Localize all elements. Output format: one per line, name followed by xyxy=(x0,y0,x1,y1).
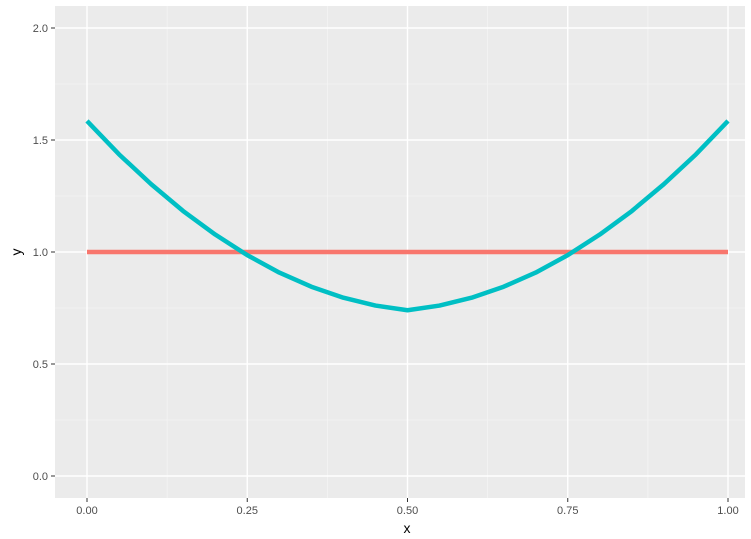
x-tick-label: 0.75 xyxy=(557,505,578,517)
y-axis: 0.0 0.5 1.0 1.5 2.0 xyxy=(33,23,55,483)
y-tick-label: 1.0 xyxy=(33,247,48,259)
series-layer xyxy=(85,119,730,313)
x-tick-label: 1.00 xyxy=(717,505,738,517)
x-axis: 0.00 0.25 0.50 0.75 1.00 xyxy=(76,498,739,517)
x-tick-label: 0.00 xyxy=(76,505,97,517)
x-axis-title: x xyxy=(404,520,411,536)
y-tick-label: 1.5 xyxy=(33,135,48,147)
y-tick-label: 0.0 xyxy=(33,471,48,483)
series-line-2 xyxy=(85,119,730,313)
x-tick-label: 0.50 xyxy=(397,505,418,517)
x-tick-label: 0.25 xyxy=(237,505,258,517)
y-tick-label: 0.5 xyxy=(33,359,48,371)
y-axis-title: y xyxy=(8,249,24,256)
y-tick-label: 2.0 xyxy=(33,23,48,35)
